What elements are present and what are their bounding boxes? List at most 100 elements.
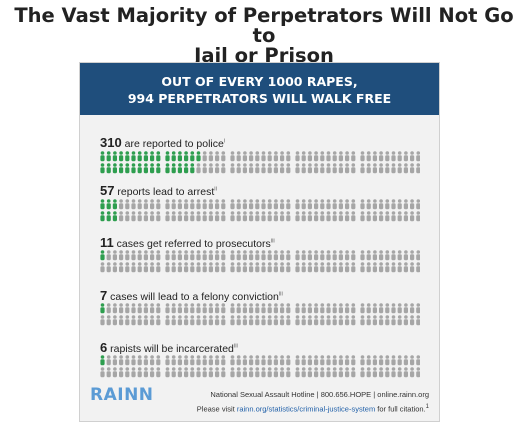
- person-icon: [351, 262, 356, 273]
- person-icon: [125, 355, 130, 366]
- person-icon: [360, 262, 365, 273]
- person-icon: [416, 163, 420, 174]
- person-icon: [372, 199, 377, 210]
- icon-grid-prosecutors: [100, 250, 420, 274]
- person-icon: [221, 199, 226, 210]
- rainn-logo: RAINN: [90, 385, 154, 405]
- person-icon: [190, 262, 195, 273]
- person-icon: [143, 250, 148, 261]
- person-icon: [280, 163, 285, 174]
- person-icon-highlighted: [165, 163, 170, 174]
- person-icon: [385, 262, 390, 273]
- person-icon: [345, 199, 350, 210]
- person-icon: [320, 303, 325, 314]
- person-icon: [165, 199, 170, 210]
- person-icon: [403, 262, 408, 273]
- person-icon-highlighted: [156, 151, 161, 162]
- person-icon: [202, 151, 207, 162]
- person-icon: [326, 303, 331, 314]
- person-icon: [196, 250, 201, 261]
- person-icon: [286, 262, 291, 273]
- person-icon-highlighted: [190, 163, 195, 174]
- person-icon: [286, 303, 291, 314]
- row-text: cases get referred to prosecutors: [116, 238, 271, 250]
- person-icon: [230, 355, 235, 366]
- person-icon: [242, 315, 247, 326]
- person-icon: [372, 151, 377, 162]
- person-icon: [143, 303, 148, 314]
- person-icon: [267, 315, 272, 326]
- person-icon-highlighted: [100, 303, 105, 314]
- person-icon: [301, 303, 306, 314]
- person-icon: [320, 315, 325, 326]
- banner-line-2: 994 PERPETRATORS WILL WALK FREE: [127, 91, 392, 106]
- person-icon: [249, 199, 254, 210]
- person-icon: [119, 315, 124, 326]
- person-icon: [379, 315, 384, 326]
- person-icon: [230, 163, 235, 174]
- row-value: 7: [100, 288, 108, 303]
- citation-link[interactable]: rainn.org/statistics/criminal-justice-sy…: [236, 404, 376, 414]
- person-icon: [273, 211, 278, 222]
- person-icon: [255, 303, 260, 314]
- person-icon: [280, 315, 285, 326]
- person-icon: [267, 262, 272, 273]
- person-icon: [307, 315, 312, 326]
- person-icon: [295, 355, 300, 366]
- person-icon: [208, 355, 213, 366]
- icon-grid-conviction: [100, 303, 420, 327]
- person-icon: [351, 303, 356, 314]
- person-icon: [255, 250, 260, 261]
- person-icon: [326, 211, 331, 222]
- person-icon: [379, 211, 384, 222]
- person-icon: [177, 211, 182, 222]
- person-icon: [261, 355, 266, 366]
- person-icon: [221, 163, 226, 174]
- person-icon: [366, 262, 371, 273]
- person-icon: [261, 250, 266, 261]
- person-icon: [242, 211, 247, 222]
- person-icon: [131, 367, 136, 378]
- person-icon: [385, 163, 390, 174]
- icon-grid-svg: [100, 199, 420, 222]
- person-icon: [273, 250, 278, 261]
- person-icon-highlighted: [100, 199, 105, 210]
- person-icon: [372, 163, 377, 174]
- person-icon: [190, 211, 195, 222]
- row-note: iii: [233, 343, 238, 350]
- person-icon: [184, 262, 189, 273]
- person-icon: [314, 355, 319, 366]
- person-icon-highlighted: [143, 163, 148, 174]
- row-note: iii: [278, 291, 283, 298]
- person-icon: [385, 367, 390, 378]
- person-icon: [338, 262, 343, 273]
- person-icon: [366, 163, 371, 174]
- person-icon: [326, 199, 331, 210]
- person-icon-highlighted: [156, 163, 161, 174]
- person-icon: [230, 211, 235, 222]
- person-icon: [261, 303, 266, 314]
- person-icon: [215, 262, 220, 273]
- person-icon: [338, 163, 343, 174]
- page-title-line-1: The Vast Majority of Perpetrators Will N…: [14, 4, 514, 47]
- person-icon: [137, 355, 142, 366]
- person-icon: [332, 151, 337, 162]
- person-icon-highlighted: [112, 163, 117, 174]
- person-icon: [150, 303, 155, 314]
- person-icon: [397, 151, 402, 162]
- person-icon: [106, 315, 111, 326]
- person-icon: [137, 303, 142, 314]
- person-icon: [202, 199, 207, 210]
- person-icon: [295, 250, 300, 261]
- person-icon: [156, 355, 161, 366]
- person-icon: [236, 211, 241, 222]
- person-icon: [385, 315, 390, 326]
- person-icon: [338, 151, 343, 162]
- person-icon: [301, 151, 306, 162]
- person-icon: [332, 355, 337, 366]
- person-icon: [403, 315, 408, 326]
- person-icon: [125, 211, 130, 222]
- person-icon: [403, 151, 408, 162]
- person-icon: [171, 367, 176, 378]
- person-icon: [410, 151, 415, 162]
